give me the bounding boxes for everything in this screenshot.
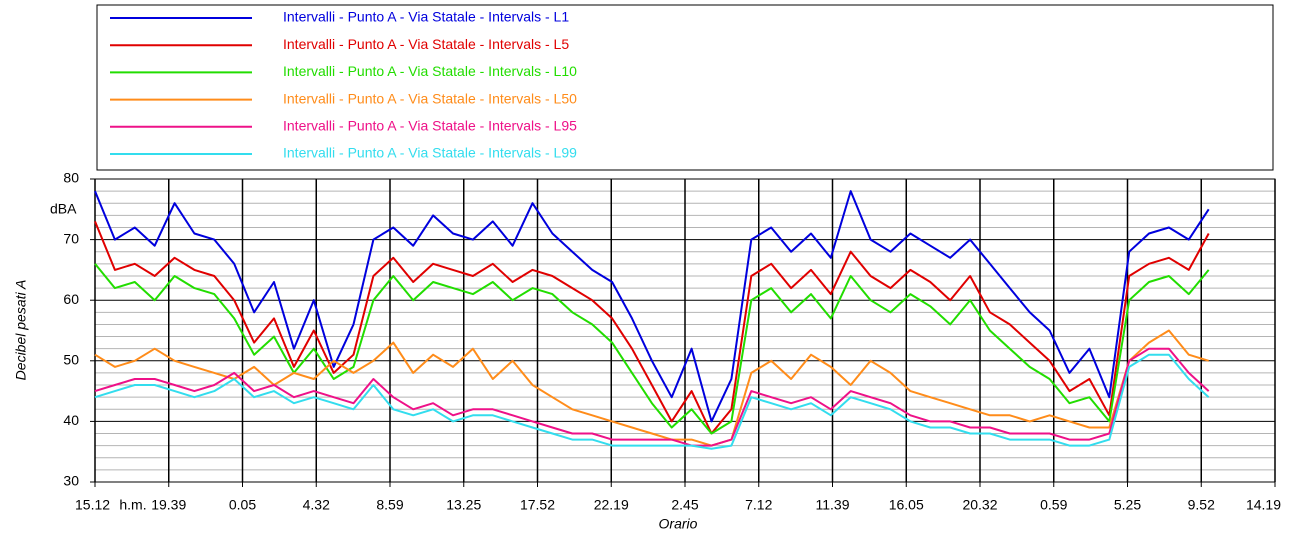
series-line — [94, 263, 1210, 435]
x-tick-label: 2.45 — [671, 497, 698, 513]
y-unit: dBA — [50, 201, 77, 217]
series-line — [94, 329, 1209, 447]
series-line — [94, 353, 1210, 450]
x-tick-label: 16.05 — [889, 497, 924, 513]
x-tick-label: 11.39 — [816, 497, 850, 513]
legend-label: Intervalli - Punto A - Via Statale - Int… — [283, 118, 577, 134]
y-tick-label: 60 — [63, 291, 79, 307]
x-tick-label: 17.52 — [520, 497, 555, 513]
y-tick-label: 80 — [63, 170, 79, 186]
x-tick-label: 22.19 — [594, 497, 629, 513]
legend-label: Intervalli - Punto A - Via Statale - Int… — [283, 36, 569, 52]
legend-label: Intervalli - Punto A - Via Statale - Int… — [283, 63, 577, 79]
x-tick-label: 5.25 — [1114, 497, 1141, 513]
y-tick-label: 70 — [63, 230, 79, 246]
y-tick-label: 40 — [63, 412, 79, 428]
x-tick-label: 13.25 — [446, 497, 481, 513]
x-tick-label: 0.59 — [1040, 497, 1067, 513]
x-tick-label: 4.32 — [303, 497, 330, 513]
legend-label: Intervalli - Punto A - Via Statale - Int… — [283, 90, 577, 106]
x-tick-label: 15.12 — [75, 497, 110, 513]
legend-label: Intervalli - Punto A - Via Statale - Int… — [283, 9, 569, 25]
plot-border — [94, 178, 1276, 483]
series-line — [94, 190, 1210, 423]
x-tick-label: 9.52 — [1188, 497, 1215, 513]
x-tick-label: 8.59 — [376, 497, 403, 513]
legend-box — [96, 4, 1274, 171]
y-tick-label: 30 — [63, 473, 79, 489]
legend-label: Intervalli - Punto A - Via Statale - Int… — [283, 145, 577, 161]
y-axis-label: Decibel pesati A — [13, 280, 29, 381]
x-axis-label: Orario — [659, 516, 698, 532]
x-tick-label: 7.12 — [745, 497, 772, 513]
x-tick-label: 14.19 — [1246, 497, 1281, 513]
x-tick-label: 20.32 — [962, 497, 997, 513]
x-unit: h.m. — [119, 497, 146, 513]
series-line — [94, 221, 1210, 435]
y-tick-label: 50 — [63, 352, 79, 368]
x-tick-label: 0.05 — [229, 497, 256, 513]
series-line — [94, 347, 1210, 447]
x-tick-label: 19.39 — [151, 497, 186, 513]
